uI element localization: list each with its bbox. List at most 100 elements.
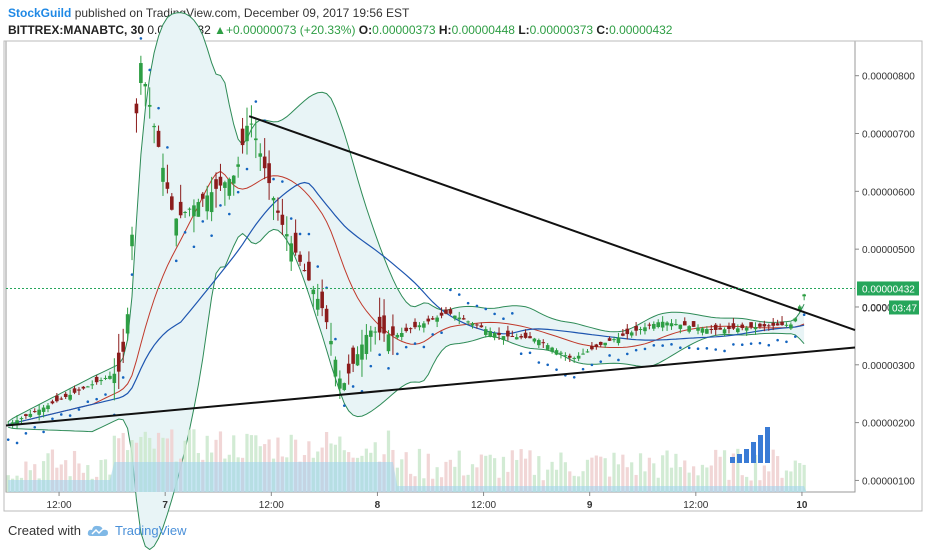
publisher-name[interactable]: StockGuild bbox=[8, 6, 72, 20]
candle-body bbox=[682, 321, 687, 326]
tradingview-cloud-icon bbox=[87, 525, 108, 536]
volume-bar bbox=[718, 456, 722, 492]
candle-body bbox=[612, 339, 616, 341]
candle-body bbox=[249, 123, 254, 125]
candle-body bbox=[758, 323, 762, 327]
psar-dot bbox=[440, 331, 443, 335]
x-tick-label: 8 bbox=[375, 500, 381, 511]
y-tick-label: 0.00000800 bbox=[862, 72, 915, 83]
psar-dot bbox=[166, 146, 169, 149]
candle-body bbox=[99, 380, 103, 382]
candle-body bbox=[324, 308, 329, 323]
candle-body bbox=[351, 347, 355, 364]
psar-dot bbox=[519, 352, 523, 355]
psar-dot bbox=[6, 438, 10, 441]
candle-body bbox=[435, 317, 439, 322]
candle-body bbox=[457, 317, 462, 320]
low-label: L: bbox=[518, 23, 530, 37]
volume-bar bbox=[532, 474, 537, 492]
candle-body bbox=[223, 182, 227, 188]
candle-body bbox=[519, 336, 523, 338]
candle-body bbox=[691, 321, 696, 327]
volume-bar bbox=[55, 467, 59, 492]
candle-body bbox=[740, 324, 745, 329]
x-tick-label: 9 bbox=[587, 500, 593, 511]
psar-dot bbox=[254, 100, 258, 103]
volume-bar bbox=[86, 465, 90, 492]
candle-body bbox=[68, 394, 72, 400]
candle-body bbox=[483, 329, 488, 335]
candle-body bbox=[94, 376, 99, 383]
psar-dot bbox=[608, 354, 611, 357]
candle-body bbox=[209, 192, 214, 213]
volume-bar bbox=[776, 456, 780, 492]
volume-bar bbox=[462, 475, 466, 492]
candle-body bbox=[727, 325, 731, 329]
volume-bar bbox=[537, 456, 541, 492]
candle-body bbox=[713, 324, 718, 330]
psar-dot bbox=[51, 417, 54, 421]
x-tick-label: 12:00 bbox=[471, 500, 496, 511]
volume-bar bbox=[643, 471, 647, 492]
tradingview-brand[interactable]: TradingView bbox=[114, 523, 187, 538]
psar-dot bbox=[740, 343, 744, 347]
candle-body bbox=[470, 323, 475, 326]
volume-bar bbox=[577, 476, 581, 492]
signal-bar bbox=[751, 442, 756, 463]
candle-body bbox=[598, 341, 603, 345]
candle-body bbox=[231, 175, 236, 184]
psar-dot bbox=[431, 333, 435, 336]
volume-bar bbox=[585, 459, 590, 492]
volume-bar bbox=[793, 460, 797, 492]
open-label: O: bbox=[358, 23, 373, 37]
volume-bar bbox=[523, 458, 528, 492]
x-tick-label: 12:00 bbox=[683, 500, 708, 511]
signal-bars-icon bbox=[730, 427, 770, 463]
candle-body bbox=[293, 232, 298, 253]
bollinger-band-fill bbox=[8, 12, 805, 550]
candle-body bbox=[46, 405, 50, 410]
psar-dot bbox=[687, 346, 691, 350]
candle-body bbox=[705, 329, 709, 334]
psar-dot bbox=[157, 106, 160, 110]
candle-body bbox=[59, 398, 64, 400]
candle-body bbox=[466, 321, 470, 323]
candle-body bbox=[665, 322, 669, 326]
candle-body bbox=[329, 340, 333, 345]
candle-body bbox=[621, 333, 625, 336]
volume-bar bbox=[669, 467, 674, 492]
candle-body bbox=[41, 407, 46, 412]
candle-body bbox=[37, 409, 41, 415]
candle-body bbox=[214, 179, 218, 189]
psar-dot bbox=[599, 360, 603, 363]
change-value: +0.00000073 (+20.33%) bbox=[226, 23, 356, 37]
y-tick-label: 0.00000500 bbox=[862, 245, 915, 256]
volume-bar bbox=[638, 453, 643, 492]
psar-dot bbox=[422, 345, 426, 349]
candle-body bbox=[590, 346, 594, 350]
psar-dot bbox=[298, 232, 302, 236]
candle-body bbox=[19, 418, 24, 420]
volume-bar bbox=[479, 454, 483, 492]
volume-bar bbox=[218, 431, 223, 492]
psar-dot bbox=[732, 343, 735, 346]
candle-body bbox=[404, 327, 408, 332]
volume-bar bbox=[740, 475, 744, 492]
candle-body bbox=[112, 373, 117, 384]
candle-body bbox=[444, 309, 448, 314]
x-tick-label: 7 bbox=[162, 500, 168, 511]
volume-bar bbox=[493, 458, 497, 492]
volume-bar bbox=[661, 455, 665, 492]
volume-bar bbox=[510, 450, 514, 492]
psar-dot bbox=[581, 367, 585, 371]
volume-bar bbox=[515, 459, 519, 492]
psar-dot bbox=[378, 353, 381, 357]
psar-dot bbox=[228, 212, 231, 216]
psar-dot bbox=[219, 204, 222, 207]
candle-body bbox=[125, 314, 130, 334]
volume-bar bbox=[625, 467, 629, 492]
volume-bar bbox=[519, 449, 523, 492]
psar-dot bbox=[785, 340, 788, 344]
moving-average-blue bbox=[8, 181, 805, 426]
